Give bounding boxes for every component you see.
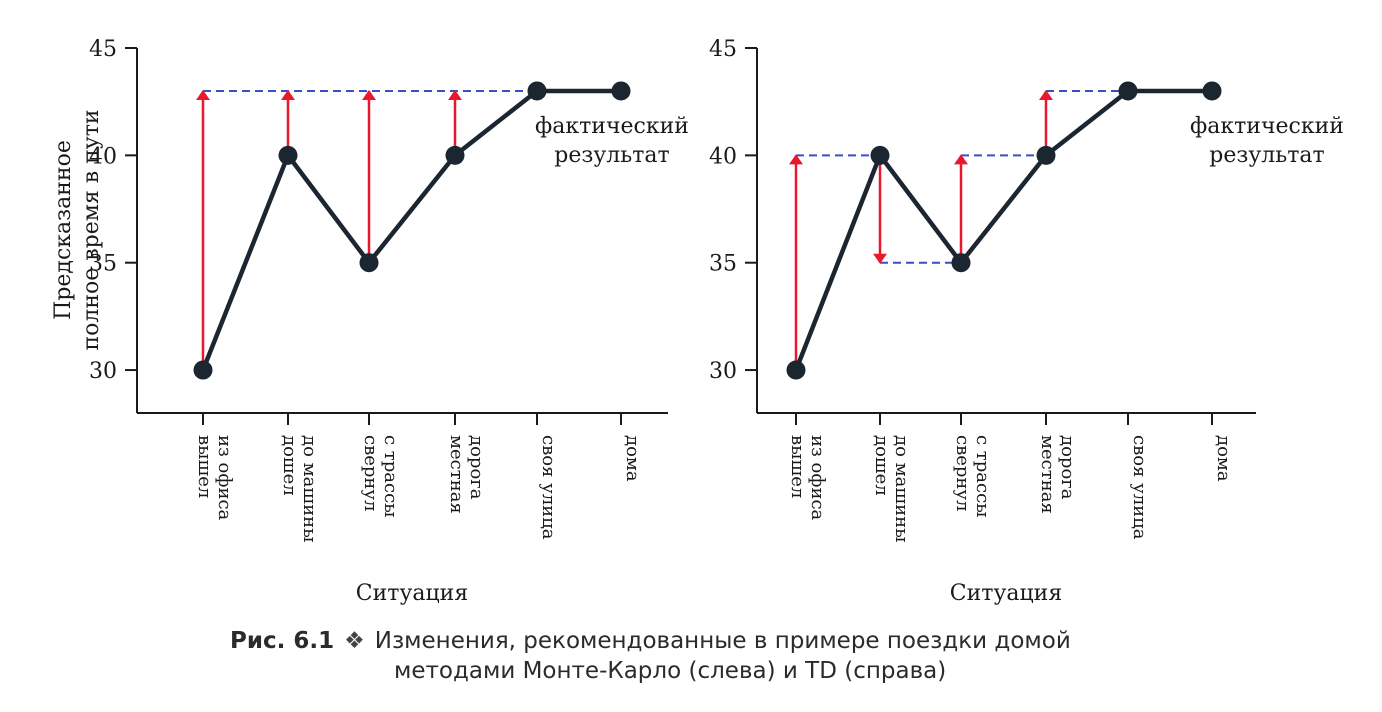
x-category-label: дорога xyxy=(466,435,487,500)
y-tick-label: 30 xyxy=(709,359,737,384)
x-category-label: вышел xyxy=(194,435,215,498)
x-category-label: из офиса xyxy=(214,435,235,521)
x-category-label: дома xyxy=(622,435,643,482)
y-tick-label: 45 xyxy=(89,37,117,62)
figure-caption: Рис. 6.1 ❖ Изменения, рекомендованные в пр… xyxy=(230,628,1230,684)
caption-number: Рис. 6.1 xyxy=(230,628,335,654)
x-category-label: дорога xyxy=(1057,435,1078,500)
actual-result-annotation: результат xyxy=(1209,143,1324,168)
x-category-label: вышел xyxy=(787,435,808,498)
td-chart: 30 35 40 45 вышел из офиса дошел до машины сверн… xyxy=(709,37,1344,606)
actual-result-annotation: результат xyxy=(554,143,669,168)
y-tick-label: 30 xyxy=(89,359,117,384)
series-line xyxy=(200,88,621,371)
x-category-label: своя улица xyxy=(538,435,559,540)
caption-line-1: Изменения, рекомендованные в примере пое… xyxy=(374,628,1071,654)
y-tick-label: 45 xyxy=(709,37,737,62)
x-category-label: с трассы xyxy=(972,435,993,518)
x-axis-title: Ситуация xyxy=(950,581,1062,606)
data-point xyxy=(527,81,547,101)
series-line xyxy=(793,88,1212,371)
x-category-label: из офиса xyxy=(807,435,828,521)
x-category-label: местная xyxy=(1037,435,1058,514)
data-point xyxy=(951,253,971,273)
y-tick-label: 35 xyxy=(89,252,117,277)
x-category-label: дошел xyxy=(871,435,892,496)
actual-result-annotation: фактический xyxy=(535,114,689,139)
data-point xyxy=(445,145,465,165)
y-axis-title: полное время в пути xyxy=(79,109,104,350)
data-point xyxy=(1202,81,1222,101)
x-category-label: свернул xyxy=(952,435,973,511)
data-point xyxy=(870,145,890,165)
caption-symbol-icon: ❖ xyxy=(344,628,365,654)
y-tick-label: 35 xyxy=(709,252,737,277)
x-category-label: до машины xyxy=(299,435,320,542)
x-category-label: своя улица xyxy=(1129,435,1150,540)
y-tick-label: 40 xyxy=(89,144,117,169)
caption-line-2: методами Монте-Карло (слева) и TD (справ… xyxy=(394,658,947,684)
data-point xyxy=(359,253,379,273)
x-category-label: дошел xyxy=(279,435,300,496)
actual-result-annotation: фактический xyxy=(1190,114,1344,139)
data-point xyxy=(1036,145,1056,165)
x-category-label: с трассы xyxy=(380,435,401,518)
data-point xyxy=(1118,81,1138,101)
x-category-label: свернул xyxy=(360,435,381,511)
x-category-label: местная xyxy=(446,435,467,514)
y-tick-label: 40 xyxy=(709,144,737,169)
data-point xyxy=(278,145,298,165)
data-point xyxy=(193,360,213,380)
monte-carlo-chart: 30 35 40 45 вышел из офиса дошел до машины сверн… xyxy=(51,37,689,606)
x-category-label: дома xyxy=(1213,435,1234,482)
data-point xyxy=(786,360,806,380)
x-category-label: до машины xyxy=(891,435,912,542)
y-axis-title: Предсказанное xyxy=(51,140,76,320)
x-axis-title: Ситуация xyxy=(356,581,468,606)
data-point xyxy=(611,81,631,101)
